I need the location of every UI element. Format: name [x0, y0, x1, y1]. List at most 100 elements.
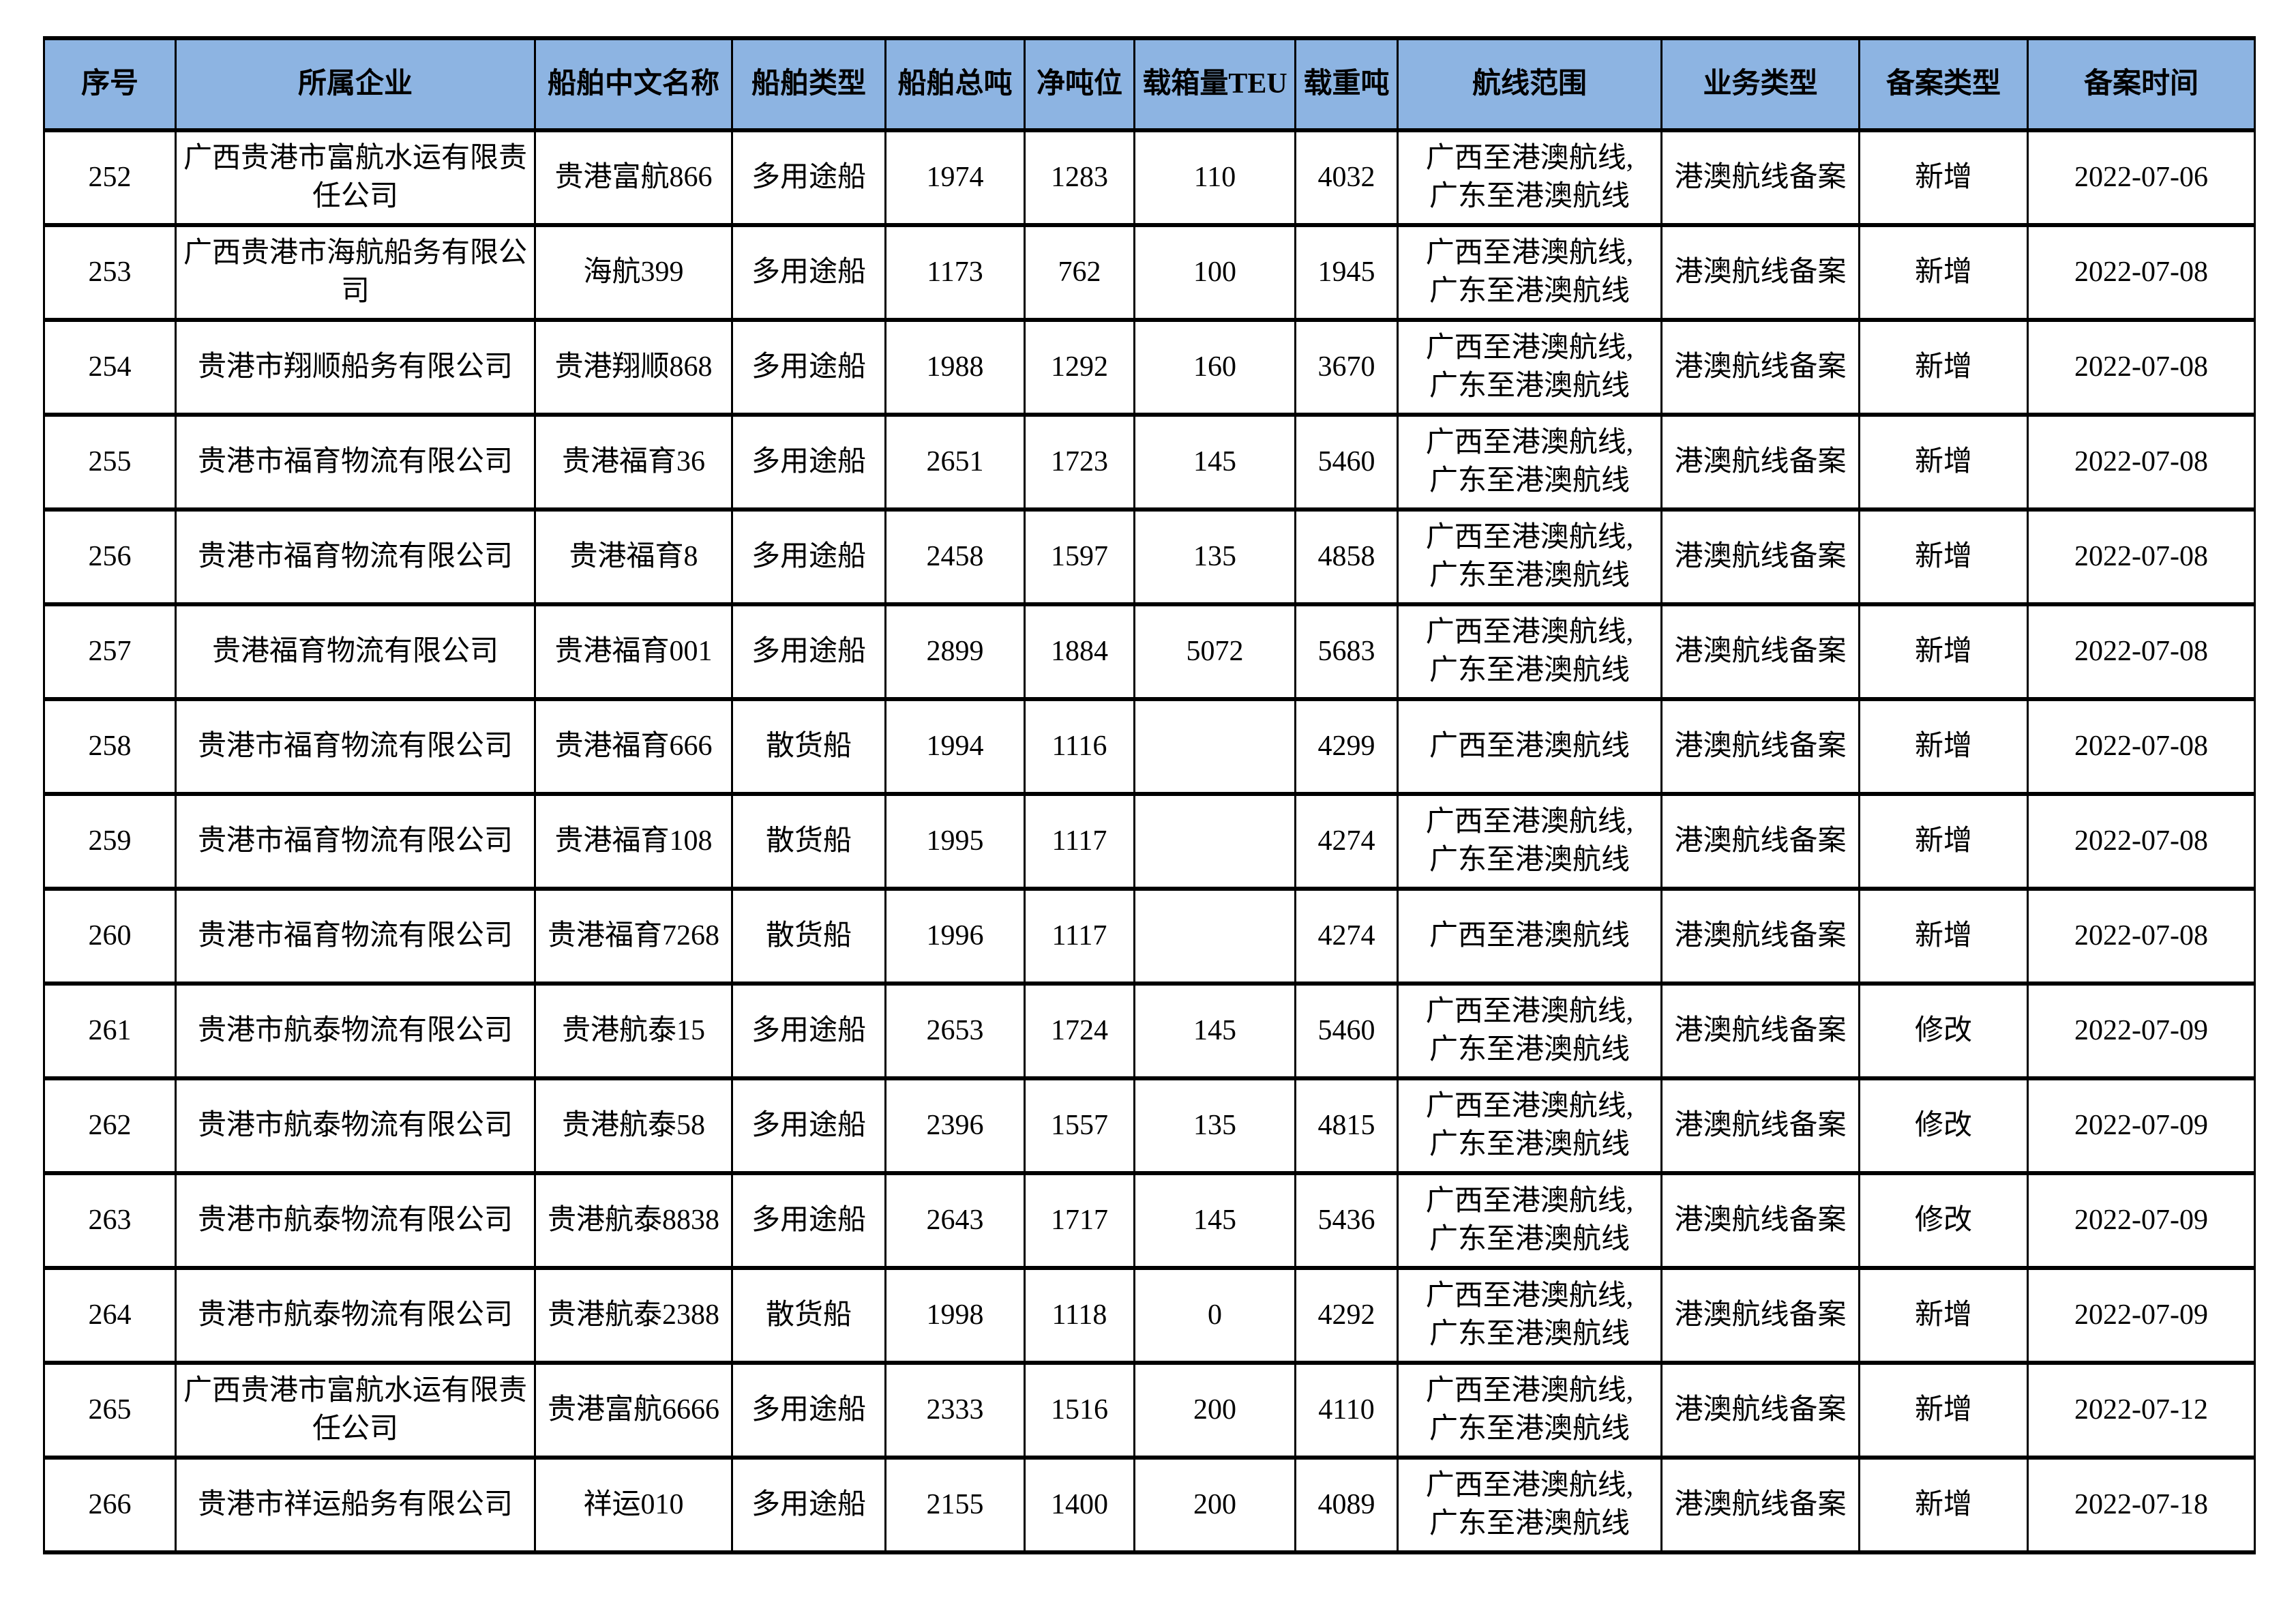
- cell-net-tonnage: 1516: [1024, 1361, 1135, 1460]
- cell-filing-date: 2022-07-08: [2027, 223, 2256, 322]
- cell-filing-type: 新增: [1858, 1361, 2029, 1460]
- cell-gross-tonnage: 1974: [884, 128, 1026, 227]
- ship-filing-sheet: 序号 所属企业 船舶中文名称 船舶类型 船舶总吨 净吨位 载箱量TEU 载重吨 …: [43, 36, 2256, 1554]
- cell-gross-tonnage: 2643: [884, 1171, 1026, 1270]
- cell-business-type: 港澳航线备案: [1660, 128, 1860, 227]
- cell-filing-type: 新增: [1858, 792, 2029, 891]
- cell-route-scope: 广西至港澳航线: [1397, 697, 1663, 796]
- cell-filing-date: 2022-07-12: [2027, 1361, 2256, 1460]
- cell-ship-name: 贵港福育108: [534, 792, 733, 891]
- cell-company: 贵港市福育物流有限公司: [175, 887, 536, 986]
- cell-route-scope: 广西至港澳航线, 广东至港澳航线: [1397, 507, 1663, 606]
- table-row: 252 广西贵港市富航水运有限责任公司 贵港富航866 多用途船 1974 12…: [43, 128, 2256, 227]
- cell-seq: 260: [43, 887, 177, 986]
- cell-route-scope: 广西至港澳航线, 广东至港澳航线: [1397, 602, 1663, 701]
- cell-company: 广西贵港市海航船务有限公司: [175, 223, 536, 322]
- cell-net-tonnage: 1116: [1024, 697, 1135, 796]
- cell-filing-type: 新增: [1858, 887, 2029, 986]
- cell-gross-tonnage: 2396: [884, 1076, 1026, 1175]
- cell-ship-name: 贵港航泰8838: [534, 1171, 733, 1270]
- cell-company: 贵港市航泰物流有限公司: [175, 1266, 536, 1365]
- cell-seq: 253: [43, 223, 177, 322]
- cell-business-type: 港澳航线备案: [1660, 887, 1860, 986]
- cell-company: 贵港市翔顺船务有限公司: [175, 318, 536, 417]
- cell-filing-date: 2022-07-18: [2027, 1456, 2256, 1554]
- table-row: 264 贵港市航泰物流有限公司 贵港航泰2388 散货船 1998 1118 0…: [43, 1266, 2256, 1365]
- cell-filing-type: 新增: [1858, 1266, 2029, 1365]
- cell-gross-tonnage: 2651: [884, 413, 1026, 512]
- cell-deadweight: 4274: [1294, 887, 1399, 986]
- cell-filing-date: 2022-07-09: [2027, 1266, 2256, 1365]
- cell-ship-type: 散货船: [731, 792, 886, 891]
- cell-company: 贵港市福育物流有限公司: [175, 697, 536, 796]
- cell-deadweight: 4032: [1294, 128, 1399, 227]
- table-row: 253 广西贵港市海航船务有限公司 海航399 多用途船 1173 762 10…: [43, 223, 2256, 322]
- cell-net-tonnage: 1723: [1024, 413, 1135, 512]
- cell-business-type: 港澳航线备案: [1660, 1456, 1860, 1554]
- cell-filing-date: 2022-07-08: [2027, 887, 2256, 986]
- cell-business-type: 港澳航线备案: [1660, 697, 1860, 796]
- cell-ship-type: 多用途船: [731, 318, 886, 417]
- cell-gross-tonnage: 1988: [884, 318, 1026, 417]
- cell-teu: [1133, 697, 1296, 796]
- cell-ship-name: 贵港翔顺868: [534, 318, 733, 417]
- col-header-seq: 序号: [43, 36, 177, 132]
- cell-net-tonnage: 1292: [1024, 318, 1135, 417]
- cell-route-scope: 广西至港澳航线, 广东至港澳航线: [1397, 1076, 1663, 1175]
- cell-ship-type: 多用途船: [731, 128, 886, 227]
- cell-teu: 0: [1133, 1266, 1296, 1365]
- cell-route-scope: 广西至港澳航线, 广东至港澳航线: [1397, 128, 1663, 227]
- cell-net-tonnage: 1724: [1024, 981, 1135, 1080]
- cell-ship-type: 多用途船: [731, 602, 886, 701]
- cell-company: 贵港福育物流有限公司: [175, 602, 536, 701]
- cell-ship-type: 多用途船: [731, 507, 886, 606]
- cell-teu: [1133, 887, 1296, 986]
- cell-ship-name: 贵港福育666: [534, 697, 733, 796]
- cell-deadweight: 4089: [1294, 1456, 1399, 1554]
- table-row: 261 贵港市航泰物流有限公司 贵港航泰15 多用途船 2653 1724 14…: [43, 981, 2256, 1080]
- table-row: 265 广西贵港市富航水运有限责任公司 贵港富航6666 多用途船 2333 1…: [43, 1361, 2256, 1460]
- cell-teu: 110: [1133, 128, 1296, 227]
- col-header-teu: 载箱量TEU: [1133, 36, 1296, 132]
- cell-seq: 256: [43, 507, 177, 606]
- cell-seq: 258: [43, 697, 177, 796]
- cell-ship-type: 多用途船: [731, 1171, 886, 1270]
- cell-business-type: 港澳航线备案: [1660, 1171, 1860, 1270]
- cell-company: 广西贵港市富航水运有限责任公司: [175, 128, 536, 227]
- cell-seq: 262: [43, 1076, 177, 1175]
- cell-deadweight: 4858: [1294, 507, 1399, 606]
- table-header: 序号 所属企业 船舶中文名称 船舶类型 船舶总吨 净吨位 载箱量TEU 载重吨 …: [43, 36, 2256, 132]
- table-row: 263 贵港市航泰物流有限公司 贵港航泰8838 多用途船 2643 1717 …: [43, 1171, 2256, 1270]
- cell-route-scope: 广西至港澳航线, 广东至港澳航线: [1397, 1266, 1663, 1365]
- cell-filing-date: 2022-07-08: [2027, 697, 2256, 796]
- cell-company: 贵港市福育物流有限公司: [175, 413, 536, 512]
- cell-route-scope: 广西至港澳航线, 广东至港澳航线: [1397, 1456, 1663, 1554]
- cell-ship-type: 多用途船: [731, 413, 886, 512]
- cell-business-type: 港澳航线备案: [1660, 1076, 1860, 1175]
- cell-deadweight: 4292: [1294, 1266, 1399, 1365]
- cell-filing-type: 新增: [1858, 223, 2029, 322]
- cell-deadweight: 5460: [1294, 981, 1399, 1080]
- cell-gross-tonnage: 1173: [884, 223, 1026, 322]
- cell-ship-type: 多用途船: [731, 981, 886, 1080]
- col-header-gross-tonnage: 船舶总吨: [884, 36, 1026, 132]
- cell-company: 贵港市福育物流有限公司: [175, 792, 536, 891]
- cell-ship-name: 贵港航泰15: [534, 981, 733, 1080]
- cell-deadweight: 5683: [1294, 602, 1399, 701]
- cell-ship-type: 多用途船: [731, 1361, 886, 1460]
- cell-seq: 257: [43, 602, 177, 701]
- cell-business-type: 港澳航线备案: [1660, 602, 1860, 701]
- cell-gross-tonnage: 1998: [884, 1266, 1026, 1365]
- col-header-business-type: 业务类型: [1660, 36, 1860, 132]
- cell-deadweight: 4110: [1294, 1361, 1399, 1460]
- cell-filing-type: 修改: [1858, 981, 2029, 1080]
- cell-route-scope: 广西至港澳航线, 广东至港澳航线: [1397, 981, 1663, 1080]
- cell-filing-type: 新增: [1858, 602, 2029, 701]
- cell-ship-name: 贵港福育7268: [534, 887, 733, 986]
- cell-route-scope: 广西至港澳航线, 广东至港澳航线: [1397, 1171, 1663, 1270]
- col-header-ship-type: 船舶类型: [731, 36, 886, 132]
- cell-net-tonnage: 1400: [1024, 1456, 1135, 1554]
- cell-seq: 261: [43, 981, 177, 1080]
- cell-seq: 259: [43, 792, 177, 891]
- cell-business-type: 港澳航线备案: [1660, 507, 1860, 606]
